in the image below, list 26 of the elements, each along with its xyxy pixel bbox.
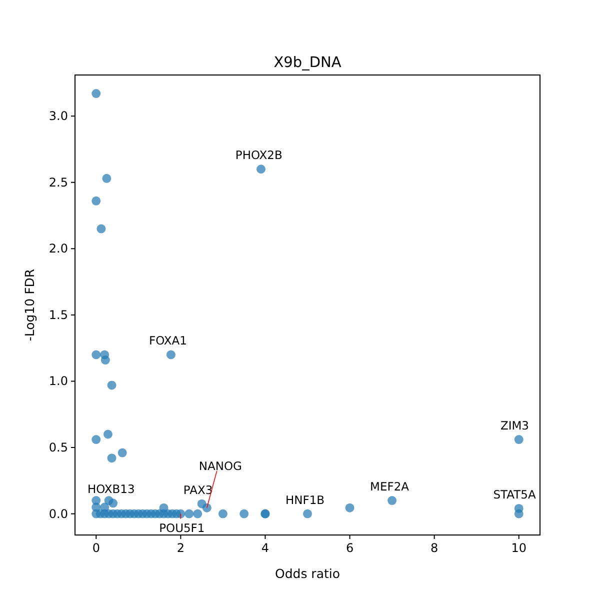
annotation: STAT5A	[493, 487, 536, 502]
annotation: HOXB13	[87, 482, 135, 496]
annotation: POU5F1	[159, 520, 205, 535]
x-tick-label: 2	[176, 541, 184, 555]
y-tick-label: 2.5	[48, 175, 68, 190]
annotation: FOXA1	[148, 334, 187, 348]
x-tick-label: 0	[92, 541, 100, 555]
x-tick-label: 4	[261, 541, 270, 555]
chart-title: X9b_DNA	[274, 55, 342, 71]
x-axis-title: Odds ratio	[274, 566, 340, 581]
y-tick-label: 3.0	[48, 109, 68, 124]
annotation: PAX3	[183, 482, 213, 497]
annotation: NANOG	[198, 458, 242, 473]
x-tick-label: 6	[346, 541, 354, 555]
annotation: MEF2A	[370, 480, 410, 494]
x-tick-label: 10	[511, 541, 527, 555]
annotation: ZIM3	[500, 418, 529, 433]
y-tick-label: 1.0	[48, 374, 68, 388]
y-tick-label: 0.0	[48, 506, 68, 521]
x-tick-label: 8	[430, 541, 438, 555]
annotation: PHOX2B	[235, 148, 282, 162]
y-tick-label: 0.5	[48, 440, 68, 455]
annotation: HNF1B	[286, 492, 325, 507]
y-tick-label: 1.5	[48, 308, 68, 322]
y-tick-label: 2.0	[48, 242, 68, 256]
y-axis-title: -Log10 FDR	[22, 268, 37, 342]
